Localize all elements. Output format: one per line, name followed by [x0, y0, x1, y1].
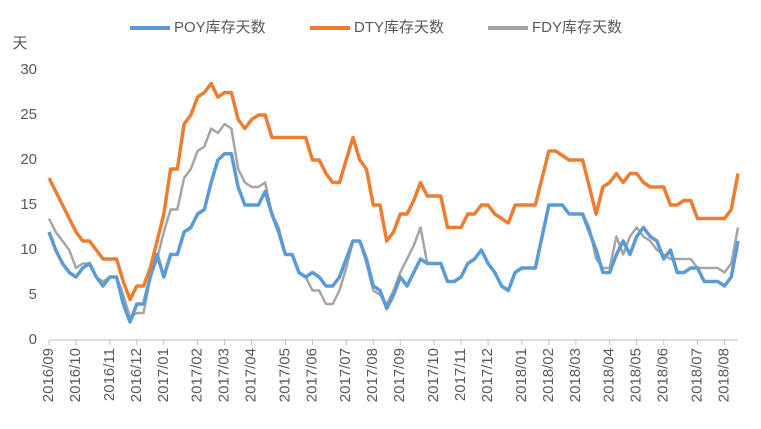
y-tick-label: 25 [20, 106, 37, 123]
series-line [47, 122, 740, 319]
x-tick-label: 2018/07 [688, 348, 705, 402]
x-tick-label: 2017/12 [479, 348, 496, 402]
x-tick-label: 2017/02 [189, 348, 206, 402]
x-tick-label: 2016/09 [40, 348, 57, 402]
x-tick-label: 2018/03 [567, 348, 584, 402]
x-tick-label: 2016/11 [101, 348, 118, 401]
legend-label: FDY库存天数 [532, 19, 622, 36]
x-tick-label: 2017/05 [276, 348, 293, 402]
x-tick-label: 2017/09 [391, 348, 408, 402]
x-tick-label: 2017/04 [243, 348, 260, 402]
series-line [47, 151, 740, 324]
x-tick-label: 2018/08 [715, 348, 732, 402]
x-tick-label: 2017/01 [155, 348, 172, 402]
y-tick-label: 15 [20, 196, 37, 213]
series-line [47, 81, 740, 302]
x-tick-label: 2018/05 [628, 348, 645, 402]
y-tick-label: 5 [29, 286, 37, 303]
x-tick-label: 2018/04 [601, 348, 618, 402]
x-tick-label: 2016/10 [67, 348, 84, 402]
y-tick-label: 0 [29, 331, 37, 348]
x-tick-label: 2017/08 [364, 348, 381, 402]
x-tick-label: 2018/02 [540, 348, 557, 402]
x-tick-label: 2017/03 [216, 348, 233, 402]
y-tick-label: 20 [20, 151, 37, 168]
x-tick-label: 2017/11 [452, 348, 469, 401]
y-tick-label: 30 [20, 61, 37, 78]
x-tick-label: 2017/07 [337, 348, 354, 402]
legend-label: POY库存天数 [174, 19, 266, 36]
x-tick-label: 2018/01 [513, 348, 530, 402]
y-tick-label: 10 [20, 241, 37, 258]
x-tick-label: 2017/06 [303, 348, 320, 402]
x-tick-label: 2016/12 [128, 348, 145, 402]
x-tick-label: 2017/10 [425, 348, 442, 402]
legend-label: DTY库存天数 [354, 19, 444, 36]
y-axis-unit: 天 [12, 35, 27, 52]
x-tick-label: 2018/06 [655, 348, 672, 402]
